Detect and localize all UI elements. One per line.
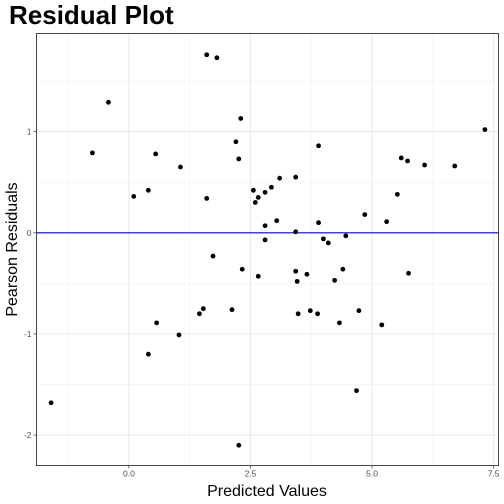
data-point bbox=[405, 158, 410, 164]
y-axis-title: Pearson Residuals bbox=[4, 182, 21, 316]
data-point bbox=[131, 193, 137, 199]
x-tick-label: 0.0 bbox=[123, 469, 135, 479]
data-point bbox=[214, 55, 220, 61]
y-tick-label: -1 bbox=[24, 329, 32, 339]
data-point bbox=[204, 52, 210, 58]
minor-gridlines bbox=[36, 33, 499, 466]
x-axis-title: Predicted Values bbox=[207, 483, 327, 500]
data-point bbox=[239, 266, 245, 272]
data-point bbox=[262, 223, 268, 229]
data-point bbox=[406, 270, 411, 276]
data-point bbox=[255, 194, 261, 200]
data-point bbox=[293, 174, 299, 180]
data-point bbox=[90, 150, 95, 156]
data-point bbox=[236, 442, 242, 448]
data-point bbox=[197, 311, 202, 317]
data-point bbox=[294, 278, 300, 284]
data-point bbox=[250, 187, 256, 193]
data-point bbox=[236, 156, 242, 162]
data-point bbox=[145, 351, 151, 357]
data-point bbox=[178, 164, 183, 170]
data-point bbox=[229, 307, 235, 313]
data-point bbox=[255, 273, 261, 279]
data-point bbox=[452, 163, 458, 169]
data-point bbox=[337, 320, 342, 326]
data-point bbox=[204, 196, 210, 201]
data-point bbox=[48, 400, 54, 406]
data-point bbox=[252, 200, 258, 205]
data-point bbox=[307, 308, 313, 314]
data-points bbox=[48, 52, 488, 448]
data-point bbox=[398, 155, 404, 161]
data-point bbox=[200, 306, 206, 312]
x-tick-label: 7.5 bbox=[488, 469, 500, 479]
data-point bbox=[153, 151, 159, 157]
data-point bbox=[354, 388, 359, 394]
data-point bbox=[379, 322, 385, 328]
data-point bbox=[394, 191, 400, 197]
y-axis-ticks: -2 -1 0 1 bbox=[24, 127, 37, 440]
data-point bbox=[343, 233, 349, 239]
data-point bbox=[321, 236, 326, 242]
data-point bbox=[145, 187, 151, 193]
data-point bbox=[154, 320, 160, 326]
x-axis-ticks: 0.0 2.5 5.0 7.5 bbox=[123, 465, 500, 479]
y-tick-label: 1 bbox=[27, 127, 32, 137]
x-tick-label: 5.0 bbox=[366, 469, 378, 479]
data-point bbox=[362, 212, 368, 217]
data-point bbox=[233, 139, 239, 145]
data-point bbox=[293, 229, 299, 235]
data-point bbox=[325, 240, 331, 246]
y-tick-label: 0 bbox=[27, 228, 32, 238]
data-point bbox=[210, 253, 216, 259]
y-tick-label: -2 bbox=[24, 430, 32, 440]
data-point bbox=[340, 266, 346, 272]
data-point bbox=[384, 219, 390, 225]
data-point bbox=[238, 116, 244, 121]
data-point bbox=[304, 271, 310, 277]
data-point bbox=[316, 220, 321, 226]
data-point bbox=[332, 277, 338, 283]
data-point bbox=[295, 311, 301, 317]
data-point bbox=[277, 175, 283, 181]
plot-panel-border bbox=[36, 33, 499, 466]
x-tick-label: 2.5 bbox=[245, 469, 257, 479]
data-point bbox=[106, 99, 111, 105]
data-point bbox=[262, 237, 268, 243]
data-point bbox=[293, 268, 299, 274]
data-point bbox=[268, 184, 274, 190]
data-point bbox=[274, 218, 280, 224]
data-point bbox=[315, 311, 320, 317]
data-point bbox=[316, 143, 321, 149]
data-point bbox=[482, 127, 488, 133]
chart-title: Residual Plot bbox=[9, 0, 174, 30]
data-point bbox=[176, 332, 182, 338]
data-point bbox=[422, 162, 427, 168]
data-point bbox=[356, 308, 362, 314]
data-point bbox=[262, 189, 268, 195]
major-gridlines bbox=[36, 33, 499, 466]
